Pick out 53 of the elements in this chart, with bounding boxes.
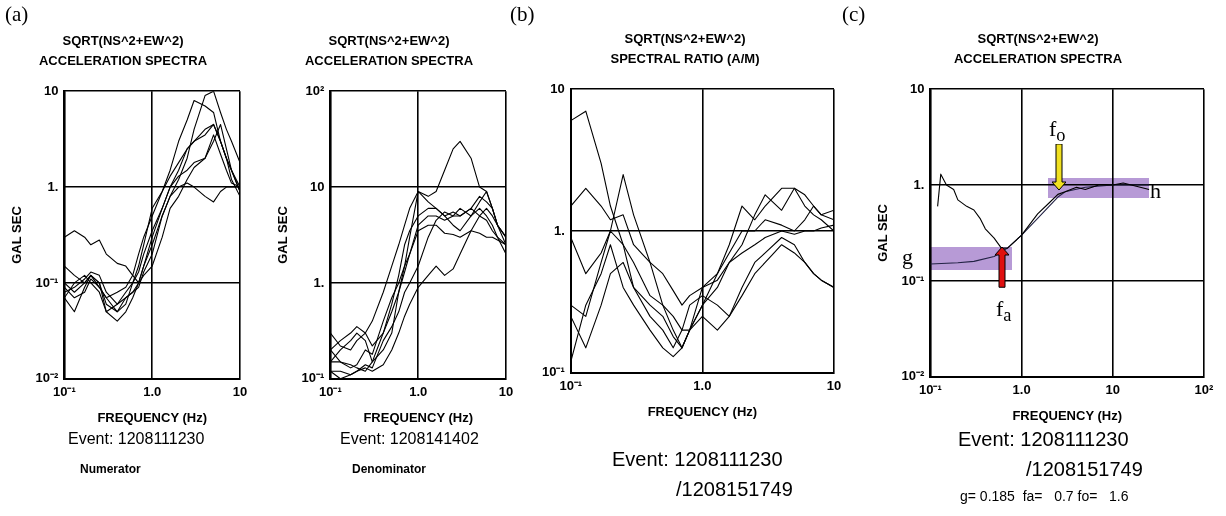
chart-subtitle: SPECTRAL RATIO (A/M)	[610, 50, 760, 66]
text: /1208151749	[1026, 458, 1143, 481]
y-tick-label: 10²	[305, 82, 326, 98]
y-tick-label: 10	[550, 80, 565, 96]
text: (a)	[5, 2, 29, 27]
y-tick-label: 10	[43, 82, 59, 98]
text: Event: 1208111230	[612, 448, 783, 471]
y-tick-label: 10⁻²	[35, 370, 60, 386]
text: Event: 1208141402	[340, 430, 479, 448]
y-axis-title: GAL SEC	[275, 205, 291, 264]
y-tick-label: 1.	[553, 222, 565, 238]
chart-subtitle: ACCELERATION SPECTRA	[953, 50, 1123, 66]
annotation: f$_{a}$	[996, 296, 1012, 327]
text: (c)	[842, 2, 866, 27]
x-tick-label: 1.0	[143, 384, 162, 400]
y-tick-label: 10⁻²	[901, 368, 926, 384]
chart-title: SQRT(NS^2+EW^2)	[977, 31, 1099, 47]
x-axis-title: FREQUENCY (Hz)	[97, 409, 207, 425]
text: (b)	[510, 2, 535, 27]
x-tick-label: 1.0	[1012, 382, 1031, 398]
text: g	[902, 244, 913, 270]
y-tick-label: 10⁻¹	[35, 274, 59, 290]
x-tick-label: 1.0	[693, 378, 712, 394]
x-axis-title: FREQUENCY (Hz)	[1012, 407, 1122, 423]
text: Numerator	[80, 462, 141, 476]
x-tick-label: 10	[498, 384, 514, 400]
y-tick-label: 10	[909, 80, 925, 96]
chart-title: SQRT(NS^2+EW^2)	[62, 33, 184, 49]
x-axis-title: FREQUENCY (Hz)	[647, 403, 758, 419]
text: /1208151749	[676, 478, 793, 501]
text: g= 0.185 fa= 0.7 fo= 1.6	[960, 488, 1129, 504]
text: Event: 1208111230	[958, 428, 1129, 451]
y-axis-title: GAL SEC	[875, 203, 891, 262]
y-axis-title: GAL SEC	[9, 205, 25, 264]
y-tick-label: 10⁻¹	[901, 272, 925, 288]
y-tick-label: 1.	[47, 178, 59, 194]
y-tick-label: 1.	[313, 274, 325, 290]
chart-subtitle: ACCELERATION SPECTRA	[304, 52, 474, 68]
annotation: f$_{o}$	[1049, 116, 1066, 147]
text: Event: 1208111230	[68, 430, 205, 448]
x-tick-label: 1.0	[409, 384, 428, 400]
y-tick-label: 10⁻¹	[541, 364, 565, 380]
x-axis-title: FREQUENCY (Hz)	[363, 409, 473, 425]
chart-title: SQRT(NS^2+EW^2)	[624, 31, 746, 47]
y-tick-label: 10	[309, 178, 325, 194]
x-tick-label: 10	[232, 384, 248, 400]
chart-title: SQRT(NS^2+EW^2)	[328, 33, 450, 49]
x-tick-label: 10²	[1194, 382, 1215, 398]
y-tick-label: 1.	[913, 176, 925, 192]
x-tick-label: 10	[1105, 382, 1121, 398]
chart-subtitle: ACCELERATION SPECTRA	[38, 52, 208, 68]
x-tick-label: 10	[826, 378, 842, 394]
text: Denominator	[352, 462, 427, 476]
